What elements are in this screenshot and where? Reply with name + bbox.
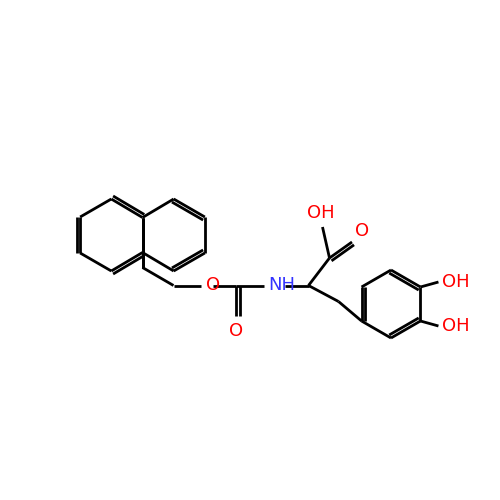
Text: NH: NH [268,276,295,294]
Text: OH: OH [442,273,470,291]
Text: OH: OH [442,317,470,335]
Text: O: O [355,222,369,240]
Text: O: O [229,322,243,340]
Text: OH: OH [306,204,334,222]
Text: O: O [206,276,220,294]
